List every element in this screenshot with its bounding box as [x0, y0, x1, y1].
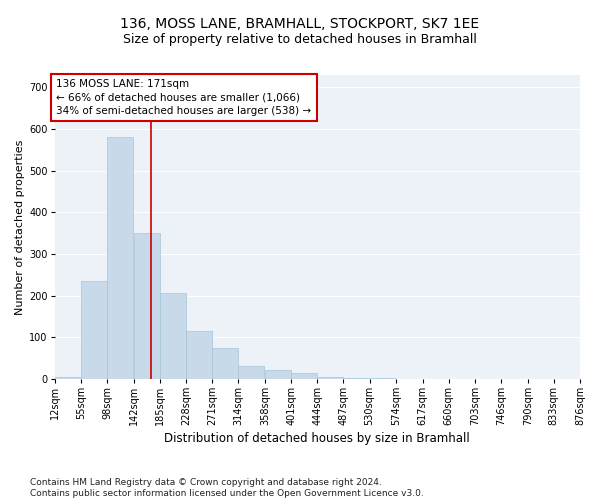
Text: Contains HM Land Registry data © Crown copyright and database right 2024.
Contai: Contains HM Land Registry data © Crown c… [30, 478, 424, 498]
Bar [160, 294, 185, 378]
Bar [134, 233, 160, 378]
X-axis label: Distribution of detached houses by size in Bramhall: Distribution of detached houses by size … [164, 432, 470, 445]
Text: 136 MOSS LANE: 171sqm
← 66% of detached houses are smaller (1,066)
34% of semi-d: 136 MOSS LANE: 171sqm ← 66% of detached … [56, 79, 311, 116]
Text: Size of property relative to detached houses in Bramhall: Size of property relative to detached ho… [123, 32, 477, 46]
Y-axis label: Number of detached properties: Number of detached properties [15, 139, 25, 314]
Bar [81, 281, 107, 378]
Bar [212, 348, 238, 378]
Bar [55, 376, 80, 378]
Bar [238, 366, 264, 378]
Bar [317, 376, 343, 378]
Bar [265, 370, 291, 378]
Bar [291, 374, 317, 378]
Bar [186, 331, 212, 378]
Text: 136, MOSS LANE, BRAMHALL, STOCKPORT, SK7 1EE: 136, MOSS LANE, BRAMHALL, STOCKPORT, SK7… [121, 18, 479, 32]
Bar [107, 138, 133, 378]
